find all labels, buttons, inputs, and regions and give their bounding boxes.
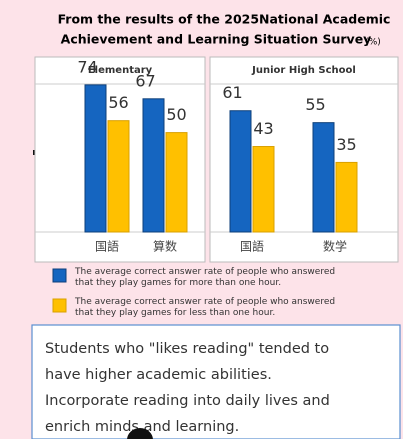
bar (253, 147, 274, 232)
value-label: 43 (253, 119, 273, 138)
x-tick-label: 国語 (240, 239, 264, 254)
x-tick-label: 国語 (95, 239, 119, 254)
message-line: Students who "likes reading" tended to (45, 341, 329, 357)
unit: (%) (365, 38, 381, 48)
message-line: Incorporate reading into daily lives and (45, 393, 330, 409)
bar (166, 133, 187, 232)
value-label: 74 (77, 57, 97, 76)
legend-swatch (53, 299, 66, 312)
value-label: 67 (135, 71, 155, 90)
legend-swatch (53, 269, 66, 282)
value-label: 35 (336, 135, 356, 154)
screen: From the results of the 2025National Aca… (0, 0, 403, 439)
value-label: 55 (305, 95, 325, 114)
page: From the results of the 2025National Aca… (0, 0, 403, 439)
bar (108, 121, 129, 232)
bar (313, 123, 334, 232)
x-tick-label: 数学 (323, 239, 347, 254)
value-label: 61 (222, 83, 242, 102)
bar (230, 111, 251, 232)
x-tick-label: 算数 (153, 239, 177, 254)
title: From the results of the 2025National Aca… (58, 12, 391, 27)
message-line: have higher academic abilities. (45, 367, 272, 383)
bar (85, 85, 106, 232)
bar (336, 162, 357, 232)
value-label: 56 (108, 93, 128, 112)
panel-title: Junior High School (251, 65, 356, 76)
value-label: 50 (166, 105, 186, 124)
title: Achievement and Learning Situation Surve… (61, 32, 372, 47)
bar (143, 99, 164, 232)
